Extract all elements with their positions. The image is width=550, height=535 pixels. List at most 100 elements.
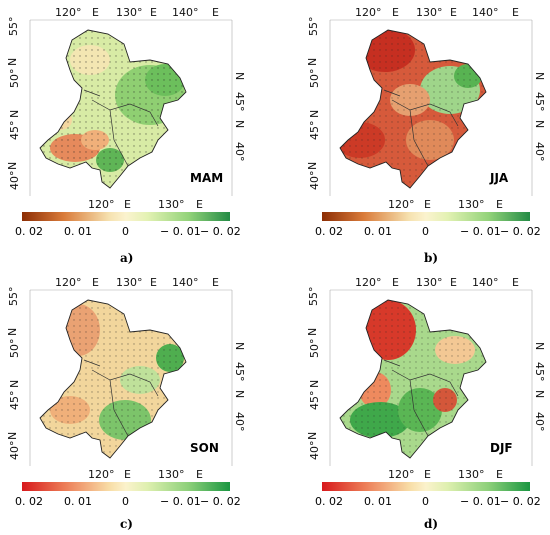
map-frame [29, 289, 233, 466]
right-axis: N 45° N 40° [533, 342, 546, 432]
cb-tick-1: 0. 02 [15, 225, 43, 238]
bottom-tick-120: 120° [388, 198, 415, 211]
colorbar [22, 212, 230, 221]
panel-caption: c) [120, 517, 133, 531]
top-tick-130: 130° [416, 6, 443, 19]
top-tick-e3: E [212, 276, 219, 289]
left-axis: 55° N 50° N 45° N 40° [6, 287, 21, 461]
bottom-tick-e1: E [124, 198, 131, 211]
right-tick-40: 40° [233, 142, 246, 162]
season-label: DJF [490, 441, 513, 455]
cb-tick-1: 0. 02 [315, 495, 343, 508]
cb-tick-2: 0. 01 [364, 495, 392, 508]
right-tick-n2: N [533, 120, 546, 128]
cb-tick-5: − 0. 02 [200, 225, 241, 238]
bottom-tick-120: 120° [88, 198, 115, 211]
left-tick-n1: N [306, 58, 319, 66]
season-label: SON [190, 441, 219, 455]
left-axis: 55° N 50° N 45° N 40° [6, 17, 21, 191]
left-tick-40: 40° [308, 441, 321, 461]
top-tick-e1: E [392, 6, 399, 19]
left-axis: 55° N 50° N 45° N 40° [306, 17, 321, 191]
bottom-tick-e2: E [196, 198, 203, 211]
bottom-tick-130: 130° [158, 468, 185, 481]
left-tick-40: 40° [308, 171, 321, 191]
right-tick-n1: N [533, 342, 546, 350]
bottom-tick-120: 120° [388, 468, 415, 481]
bottom-tick-e2: E [196, 468, 203, 481]
bottom-tick-130: 130° [458, 468, 485, 481]
map-frame [329, 19, 533, 196]
left-tick-45: 45° [8, 391, 21, 411]
top-tick-e2: E [450, 276, 457, 289]
left-tick-40: 40° [8, 171, 21, 191]
top-tick-140: 140° [172, 276, 199, 289]
map-frame [329, 289, 533, 466]
cb-tick-2: 0. 01 [364, 225, 392, 238]
left-tick-n3: N [306, 162, 319, 170]
left-tick-55: 55° [7, 287, 20, 307]
left-tick-n2: N [8, 110, 21, 118]
right-axis: N 45° N 40° [533, 72, 546, 162]
top-tick-130: 130° [116, 6, 143, 19]
bottom-tick-e2: E [496, 468, 503, 481]
top-tick-140: 140° [472, 276, 499, 289]
top-tick-130: 130° [116, 276, 143, 289]
left-tick-50: 50° [8, 69, 21, 89]
bottom-tick-130: 130° [458, 198, 485, 211]
colorbar [22, 482, 230, 491]
cb-tick-3: 0 [422, 225, 429, 238]
top-tick-e3: E [512, 276, 519, 289]
cb-tick-2: 0. 01 [64, 225, 92, 238]
top-tick-140: 140° [472, 6, 499, 19]
right-tick-n1: N [533, 72, 546, 80]
right-tick-45: 45° [233, 92, 246, 112]
season-label: MAM [190, 171, 223, 185]
left-tick-50: 50° [308, 69, 321, 89]
left-tick-50: 50° [308, 339, 321, 359]
cb-tick-3: 0 [122, 495, 129, 508]
right-tick-n1: N [233, 342, 246, 350]
top-tick-e1: E [392, 276, 399, 289]
right-tick-n2: N [533, 390, 546, 398]
map-frame [29, 19, 233, 196]
left-tick-40: 40° [8, 441, 21, 461]
top-tick-140: 140° [172, 6, 199, 19]
bottom-tick-130: 130° [158, 198, 185, 211]
cb-tick-4: − 0. 01 [160, 225, 201, 238]
cb-tick-4: − 0. 01 [460, 495, 501, 508]
left-tick-n3: N [6, 162, 19, 170]
right-axis: N 45° N 40° [233, 342, 246, 432]
top-tick-e2: E [150, 6, 157, 19]
top-tick-e1: E [92, 276, 99, 289]
left-tick-55: 55° [7, 17, 20, 37]
right-tick-45: 45° [533, 92, 546, 112]
bottom-tick-e1: E [424, 468, 431, 481]
right-tick-40: 40° [533, 412, 546, 432]
left-tick-n1: N [6, 58, 19, 66]
top-tick-e2: E [150, 276, 157, 289]
left-tick-n3: N [306, 432, 319, 440]
left-tick-n2: N [8, 380, 21, 388]
right-tick-45: 45° [233, 362, 246, 382]
cb-tick-5: − 0. 02 [500, 495, 541, 508]
left-tick-n1: N [306, 328, 319, 336]
top-tick-120: 120° [355, 6, 382, 19]
panel-a: 120° E 130° E 140° E 55° N 50° N 45° N 4… [6, 6, 246, 265]
top-tick-120: 120° [355, 276, 382, 289]
cb-tick-3: 0 [422, 495, 429, 508]
top-tick-e1: E [92, 6, 99, 19]
top-tick-120: 120° [55, 6, 82, 19]
panel-c: 120° E 130° E 140° E 55° N 50° N 45° N 4… [6, 276, 246, 531]
right-axis: N 45° N 40° [233, 72, 246, 162]
right-tick-n1: N [233, 72, 246, 80]
cb-tick-4: − 0. 01 [160, 495, 201, 508]
right-tick-n2: N [233, 390, 246, 398]
right-tick-45: 45° [533, 362, 546, 382]
left-tick-n2: N [308, 380, 321, 388]
left-tick-45: 45° [308, 121, 321, 141]
left-tick-45: 45° [308, 391, 321, 411]
map-fill-region [340, 30, 486, 188]
left-tick-n3: N [6, 432, 19, 440]
